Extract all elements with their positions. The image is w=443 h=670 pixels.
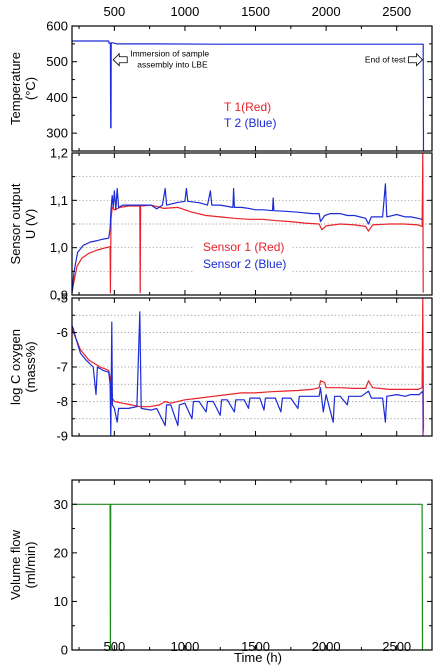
y-tick-label-temperature: 500: [46, 54, 68, 69]
x-tick-label-bottom: 2500: [382, 639, 411, 654]
x-tick-label-bottom: 2000: [312, 639, 341, 654]
axes-frames: [71, 25, 433, 651]
y-tick-label-temperature: 400: [46, 90, 68, 105]
axes-frame-temperature: [71, 25, 433, 152]
plot-area-temperature: [72, 26, 432, 151]
y-tick-label-log_c_oxygen: -6: [56, 325, 68, 340]
y-tick-label-temperature: 600: [46, 19, 68, 34]
series-line-sensor_output-1: [72, 183, 423, 293]
y-tick-label-log_c_oxygen: -7: [56, 360, 68, 375]
y-tick-label-log_c_oxygen: -9: [56, 429, 68, 444]
legend-entry-sensor_output: Sensor 1 (Red): [203, 240, 284, 254]
y-tick-label-sensor_output: 1,2: [50, 146, 68, 161]
series-line-temperature-0: [72, 40, 425, 151]
annotation-immersion: Immersion of sample assembly into LBE: [130, 49, 209, 70]
y-tick-label-sensor_output: 1,0: [50, 240, 68, 255]
legend-entry-temperature: T 1(Red): [224, 100, 271, 114]
x-tick-label-top: 1000: [170, 4, 199, 19]
legend-entry-temperature: T 2 (Blue): [224, 116, 276, 130]
series-line-log_c_oxygen-1: [72, 311, 424, 436]
series-line-sensor_output-0: [72, 153, 424, 294]
data-series: [72, 40, 425, 650]
y-tick-label-temperature: 300: [46, 126, 68, 141]
y-axis-label-line: Temperature: [8, 52, 23, 125]
y-tick-label-log_c_oxygen: -5: [56, 291, 68, 306]
x-tick-label-top: 2500: [382, 4, 411, 19]
x-tick-label-top: 1500: [241, 4, 270, 19]
plot-area-volume_flow: [72, 480, 432, 650]
y-axis-label-line: U (V): [23, 209, 38, 239]
annotation-arrow-immersion: [112, 52, 128, 67]
x-tick-label-top: 500: [104, 4, 126, 19]
y-axis-label-volume_flow: Volume flow(ml/min): [8, 529, 38, 600]
y-axis-label-line: (ml/min): [23, 542, 38, 589]
y-axis-label-line: Sensor output: [8, 183, 23, 264]
y-tick-label-log_c_oxygen: -8: [56, 394, 68, 409]
axes-frame-volume_flow: [71, 479, 433, 651]
y-tick-label-sensor_output: 1,1: [50, 193, 68, 208]
y-axis-label-line: Volume flow: [8, 529, 23, 600]
annotation-arrow-end: [408, 52, 424, 67]
legend-entry-sensor_output: Sensor 2 (Blue): [203, 257, 286, 271]
annotation-end-of-test: End of test: [365, 55, 406, 65]
x-tick-label-bottom: 1500: [241, 639, 270, 654]
annotation-line: Immersion of sample: [130, 49, 209, 59]
x-tick-label-top: 2000: [312, 4, 341, 19]
y-axis-label-log_c_oxygen: log C oxygen(mass%): [8, 329, 38, 405]
axis-text: 500 1000 1500 2000 2500 500 1000 1500 2000 2500 30…: [8, 4, 424, 658]
x-axis-label: Time (h): [234, 650, 282, 665]
annotation-line: assembly into LBE: [137, 60, 208, 70]
y-axis-label-line: (°C): [23, 77, 38, 100]
y-tick-label-sensor_output: 0,9: [50, 288, 68, 303]
legend-bg-sensor_output: [194, 237, 293, 275]
y-axis-label-line: log C oxygen: [8, 329, 23, 405]
y-tick-label-volume_flow: 30: [54, 497, 68, 512]
x-tick-label-bottom: 500: [104, 639, 126, 654]
y-axis-label-sensor_output: Sensor outputU (V): [8, 183, 38, 264]
series-line-volume_flow-0: [72, 503, 424, 650]
y-tick-label-volume_flow: 10: [54, 594, 68, 609]
y-axis-label-line: (mass%): [23, 341, 38, 392]
y-tick-label-volume_flow: 0: [61, 643, 68, 658]
y-tick-label-volume_flow: 20: [54, 545, 68, 560]
x-tick-label-bottom: 1000: [170, 639, 199, 654]
y-axis-label-temperature: Temperature(°C): [8, 52, 38, 125]
